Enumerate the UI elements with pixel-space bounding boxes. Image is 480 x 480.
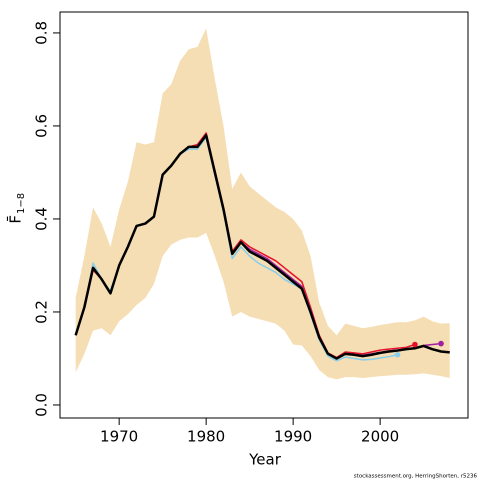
y-tick-label: 0.6 xyxy=(33,114,51,138)
y-tick-label: 0.8 xyxy=(33,21,51,45)
retro-end-point xyxy=(412,341,418,348)
y-tick-label-group: 0.8 xyxy=(33,21,51,45)
x-tick-label: 1980 xyxy=(187,428,225,446)
y-tick-label: 0.0 xyxy=(33,393,51,417)
footer: stockassessment.org, HerringShorten, r52… xyxy=(354,474,478,480)
confidence-band xyxy=(75,28,450,380)
x-tick-label: 1990 xyxy=(274,428,312,446)
y-axis-label-sub: 1−8 xyxy=(16,193,27,214)
retro-end-point xyxy=(438,340,444,347)
x-axis-label: Year xyxy=(248,451,282,469)
y-tick-label-group: 0.2 xyxy=(33,300,51,324)
y-tick-label-group: 0.0 xyxy=(33,393,51,417)
y-axis-label-main: F̄ xyxy=(6,215,25,224)
y-tick-label: 0.4 xyxy=(33,207,51,231)
estimate-line xyxy=(74,133,450,360)
y-tick-label-group: 0.4 xyxy=(33,207,51,231)
y-axis-label: F̄ 1−8 xyxy=(6,193,27,224)
retro-end-point xyxy=(394,351,401,358)
y-tick-label: 0.2 xyxy=(33,300,51,324)
x-tick-label: 1970 xyxy=(100,428,138,446)
x-tick-label: 2000 xyxy=(361,428,399,446)
plot-frame xyxy=(59,11,469,419)
y-tick-label-group: 0.6 xyxy=(33,114,51,138)
